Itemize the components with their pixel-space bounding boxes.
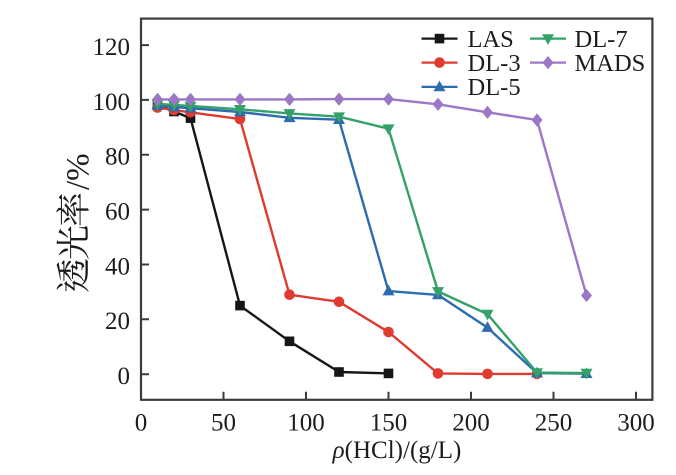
svg-text:150: 150 bbox=[370, 410, 408, 437]
svg-text:40: 40 bbox=[105, 253, 130, 280]
svg-text:LAS: LAS bbox=[468, 26, 514, 53]
svg-text:80: 80 bbox=[105, 144, 130, 171]
svg-text:200: 200 bbox=[452, 410, 490, 437]
svg-text:60: 60 bbox=[105, 199, 130, 226]
svg-text:0: 0 bbox=[135, 410, 148, 437]
svg-text:50: 50 bbox=[211, 410, 236, 437]
svg-text:/%: /% bbox=[61, 153, 97, 190]
svg-text:DL-5: DL-5 bbox=[468, 74, 521, 101]
svg-text:100: 100 bbox=[287, 410, 325, 437]
svg-text:0: 0 bbox=[118, 363, 131, 390]
svg-text:100: 100 bbox=[93, 89, 131, 116]
svg-text:20: 20 bbox=[105, 308, 130, 335]
svg-text:DL-7: DL-7 bbox=[575, 26, 628, 53]
svg-text:250: 250 bbox=[535, 410, 573, 437]
svg-text:300: 300 bbox=[617, 410, 655, 437]
svg-text:MADS: MADS bbox=[575, 50, 646, 77]
svg-text:DL-3: DL-3 bbox=[468, 50, 521, 77]
svg-text:120: 120 bbox=[93, 34, 131, 61]
svg-text:ρ(HCl)/(g/L): ρ(HCl)/(g/L) bbox=[332, 437, 462, 464]
